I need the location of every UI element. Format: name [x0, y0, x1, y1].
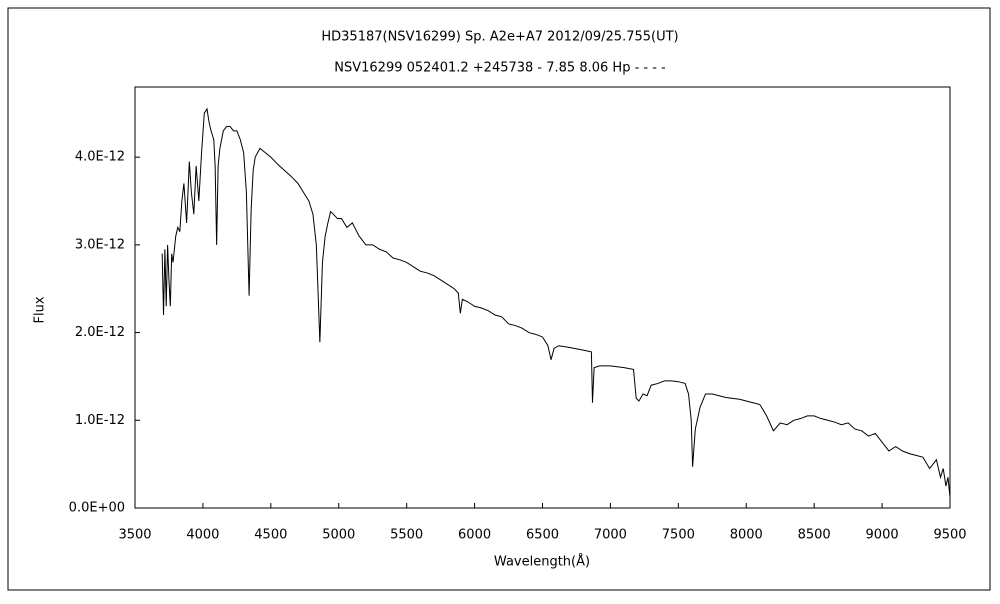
y-tick-label: 2.0E-12: [75, 325, 125, 340]
x-tick-label: 7500: [662, 528, 695, 543]
x-tick-label: 6500: [526, 528, 559, 543]
y-tick-label: 3.0E-12: [75, 237, 125, 252]
x-tick-label: 5000: [322, 528, 355, 543]
x-tick-label: 9000: [866, 528, 899, 543]
x-tick-label: 4500: [254, 528, 287, 543]
chart-subtitle: NSV16299 052401.2 +245738 - 7.85 8.06 Hp…: [334, 61, 666, 76]
y-tick-label: 1.0E-12: [75, 413, 125, 428]
x-tick-label: 8500: [798, 528, 831, 543]
chart-title: HD35187(NSV16299) Sp. A2e+A7 2012/09/25.…: [321, 30, 678, 45]
y-axis-label: Flux: [33, 296, 48, 323]
x-tick-label: 5500: [390, 528, 423, 543]
x-tick-label: 4000: [186, 528, 219, 543]
x-tick-label: 3500: [118, 528, 151, 543]
chart-border: [7, 7, 991, 591]
y-tick-label: 4.0E-12: [75, 150, 125, 165]
x-tick-label: 7000: [594, 528, 627, 543]
spectrum-line: [161, 107, 951, 498]
x-tick-label: 6000: [458, 528, 491, 543]
x-tick-label: 9500: [933, 528, 966, 543]
x-tick-label: 8000: [730, 528, 763, 543]
x-axis-label: Wavelength(Å): [494, 554, 590, 570]
y-tick-label: 0.0E+00: [69, 501, 125, 516]
